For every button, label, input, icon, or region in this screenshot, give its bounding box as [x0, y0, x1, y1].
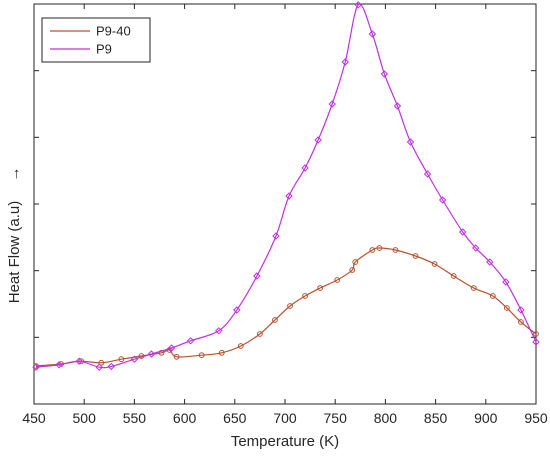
data-point-diamond	[517, 306, 525, 314]
data-point-diamond	[285, 192, 293, 200]
legend: P9-40 P9	[41, 17, 151, 63]
data-point-diamond	[55, 361, 63, 369]
data-point-circle	[198, 352, 205, 359]
x-tick-label: 500	[73, 410, 97, 426]
data-point-diamond	[368, 30, 377, 38]
data-point-circle	[431, 261, 438, 267]
data-point-circle	[272, 317, 278, 323]
data-point-circle	[412, 253, 419, 259]
data-point-diamond	[314, 136, 322, 144]
x-ticks: 450 500 550 600 650 700 750 800 850 900 950	[22, 4, 548, 426]
data-point-diamond	[393, 102, 402, 110]
data-point-diamond	[301, 164, 309, 172]
series-lines	[32, 1, 540, 371]
x-tick-label: 850	[424, 410, 448, 426]
series-p9	[32, 1, 540, 371]
x-tick-label: 950	[524, 410, 548, 426]
legend-box	[41, 17, 151, 63]
data-point-circle	[287, 303, 293, 309]
x-tick-label: 650	[223, 410, 247, 426]
y-axis-arrow: →	[6, 167, 23, 182]
data-point-diamond	[215, 327, 223, 335]
data-point-circle	[518, 319, 524, 325]
x-tick-label: 800	[374, 410, 398, 426]
data-point-circle	[257, 331, 263, 337]
data-point-diamond	[328, 100, 336, 108]
data-point-diamond	[272, 232, 280, 240]
data-point-diamond	[233, 306, 241, 314]
data-point-circle	[317, 285, 324, 291]
series-p9-40	[33, 245, 539, 369]
data-point-circle	[334, 277, 341, 283]
data-point-circle	[533, 331, 539, 337]
data-point-diamond	[107, 362, 116, 371]
data-point-circle	[349, 267, 356, 273]
data-point-diamond	[253, 272, 261, 280]
data-point-circle	[489, 293, 496, 299]
data-point-diamond	[406, 138, 415, 146]
data-point-circle	[173, 353, 180, 360]
data-point-circle	[450, 273, 457, 279]
legend-label: P9	[96, 42, 112, 57]
data-point-diamond	[380, 70, 389, 78]
x-tick-label: 900	[474, 410, 498, 426]
data-point-circle	[237, 343, 244, 349]
data-point-circle	[376, 245, 383, 251]
data-point-diamond	[472, 244, 480, 252]
series-line	[35, 247, 537, 367]
data-point-circle	[369, 247, 376, 253]
data-point-diamond	[186, 337, 195, 345]
y-axis-label: Heat Flow (a.u)	[6, 201, 23, 304]
legend-label: P9-40	[96, 24, 131, 39]
x-tick-label: 450	[22, 410, 46, 426]
y-axis-label-group: Heat Flow (a.u) →	[6, 167, 23, 304]
data-point-circle	[392, 247, 399, 253]
data-point-diamond	[354, 1, 362, 9]
data-point-diamond	[75, 357, 83, 365]
x-axis-label: Temperature (K)	[231, 433, 339, 450]
series-line	[35, 3, 537, 369]
data-point-diamond	[95, 363, 103, 371]
data-point-circle	[470, 285, 477, 291]
data-point-diamond	[341, 58, 349, 66]
data-point-diamond	[502, 278, 510, 286]
data-point-circle	[158, 349, 165, 356]
data-point-circle	[98, 359, 105, 366]
data-point-diamond	[459, 228, 467, 236]
x-tick-label: 600	[173, 410, 197, 426]
data-point-diamond	[423, 170, 432, 178]
data-point-diamond	[32, 363, 40, 371]
x-tick-label: 550	[123, 410, 147, 426]
data-point-diamond	[167, 344, 176, 352]
x-tick-label: 700	[273, 410, 297, 426]
data-point-circle	[302, 293, 308, 299]
data-point-diamond	[130, 355, 139, 363]
data-point-circle	[118, 356, 125, 363]
data-point-diamond	[147, 350, 156, 358]
data-point-circle	[352, 259, 359, 265]
data-point-diamond	[486, 258, 494, 266]
data-point-circle	[503, 305, 510, 311]
data-point-diamond	[532, 338, 540, 346]
x-tick-label: 750	[324, 410, 348, 426]
data-point-circle	[218, 349, 225, 356]
data-point-diamond	[438, 196, 447, 204]
